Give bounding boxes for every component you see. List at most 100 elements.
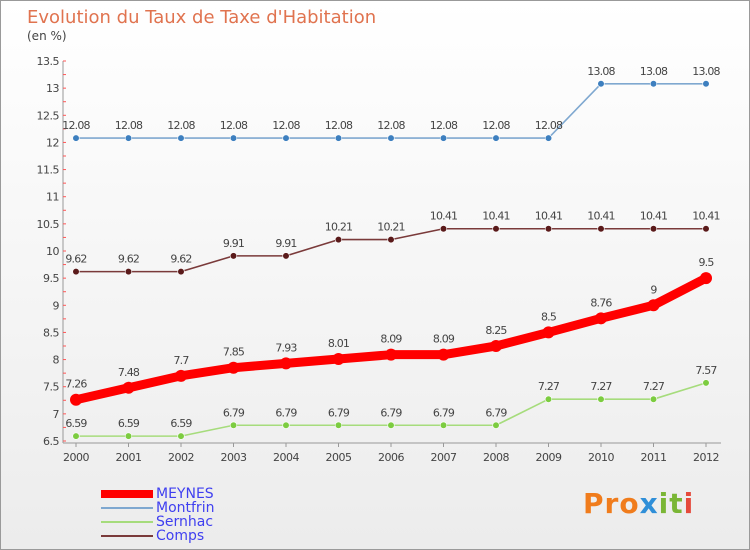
data-point <box>387 134 395 142</box>
data-point <box>124 432 133 440</box>
data-point <box>282 134 290 142</box>
data-label: 9.91 <box>275 237 296 250</box>
data-label: 8.5 <box>541 310 557 323</box>
data-label: 7.57 <box>695 364 717 377</box>
data-label: 6.79 <box>328 406 350 419</box>
data-point <box>124 268 133 276</box>
data-label: 8.09 <box>433 333 455 346</box>
data-label: 12.08 <box>482 119 510 132</box>
data-label: 9.5 <box>698 256 714 269</box>
y-tick-label: 11 <box>46 191 59 204</box>
data-point <box>332 353 345 366</box>
data-point <box>229 421 238 429</box>
data-label: 9.91 <box>223 237 244 250</box>
data-label: 8.09 <box>380 333 402 346</box>
x-tick-label: 2012 <box>693 451 719 464</box>
legend-swatch-montfrin <box>101 507 153 509</box>
data-point <box>544 395 553 403</box>
data-point <box>702 225 710 233</box>
data-label: 6.59 <box>65 417 87 430</box>
y-tick-label: 7 <box>53 408 60 421</box>
data-point <box>229 134 238 142</box>
data-label: 6.79 <box>380 406 402 419</box>
data-label: 7.27 <box>643 380 665 393</box>
data-label: 10.21 <box>325 221 353 234</box>
data-point <box>282 252 290 260</box>
data-label: 9 <box>650 283 657 296</box>
data-label: 7.48 <box>118 366 140 379</box>
data-label: 8.25 <box>485 324 507 337</box>
legend-label: MEYNES <box>156 486 214 502</box>
data-point <box>227 361 240 374</box>
data-label: 6.59 <box>118 417 140 430</box>
y-tick-label: 13.5 <box>37 55 60 68</box>
data-label: 9.62 <box>118 253 139 266</box>
y-tick-label: 9 <box>53 299 60 312</box>
data-point <box>437 348 450 361</box>
y-tick-label: 7.5 <box>43 381 59 394</box>
y-tick-label: 11.5 <box>37 164 60 177</box>
data-point <box>282 421 290 429</box>
data-point <box>334 421 343 429</box>
x-tick-label: 2001 <box>116 451 142 464</box>
data-point <box>334 134 343 142</box>
x-tick-label: 2011 <box>641 451 667 464</box>
data-label: 7.85 <box>223 346 245 359</box>
data-point <box>177 134 185 142</box>
x-tick-label: 2008 <box>483 451 509 464</box>
data-label: 12.08 <box>430 119 458 132</box>
data-point <box>439 421 448 429</box>
data-label: 10.41 <box>640 210 668 223</box>
x-tick-label: 2009 <box>536 451 562 464</box>
data-point <box>490 340 502 352</box>
y-tick-label: 10 <box>46 245 59 258</box>
data-label: 13.08 <box>640 65 668 78</box>
data-label: 12.08 <box>325 119 353 132</box>
data-point <box>124 134 133 142</box>
data-label: 12.08 <box>272 119 300 132</box>
x-tick-label: 2002 <box>168 451 194 464</box>
chart-subtitle: (en %) <box>27 29 67 43</box>
data-point <box>542 326 555 339</box>
data-point <box>229 252 238 260</box>
data-label: 7.26 <box>65 378 87 391</box>
data-point <box>72 432 80 440</box>
legend-label: Sernhac <box>156 514 214 530</box>
data-label: 9.62 <box>170 253 191 266</box>
data-label: 6.79 <box>485 406 507 419</box>
data-point <box>597 225 605 233</box>
y-tick-label: 10.5 <box>37 218 60 231</box>
data-label: 7.27 <box>538 380 560 393</box>
data-point <box>700 272 712 285</box>
x-tick-label: 2010 <box>588 451 614 464</box>
data-point <box>177 432 185 440</box>
data-label: 7.93 <box>275 341 297 354</box>
data-label: 12.08 <box>535 119 563 132</box>
x-tick-label: 2004 <box>273 451 299 464</box>
data-point <box>492 225 500 233</box>
chart-title: Evolution du Taux de Taxe d'Habitation <box>27 7 377 28</box>
data-label: 8.01 <box>328 337 349 350</box>
x-tick-label: 2000 <box>63 451 89 464</box>
x-tick-label: 2006 <box>378 451 404 464</box>
data-label: 6.79 <box>433 406 455 419</box>
y-tick-label: 13 <box>46 82 59 95</box>
proxiti-logo: Proxiti <box>583 487 695 520</box>
y-tick-label: 12 <box>46 136 59 149</box>
data-point <box>387 421 395 429</box>
data-point <box>280 357 292 370</box>
data-point <box>439 134 448 142</box>
data-label: 12.08 <box>167 119 195 132</box>
data-label: 13.08 <box>692 65 720 78</box>
y-tick-label: 8 <box>53 354 60 367</box>
data-point <box>702 80 710 88</box>
data-point <box>385 348 397 361</box>
data-point <box>387 236 395 244</box>
data-point <box>439 225 448 233</box>
data-point <box>72 268 80 276</box>
data-point <box>492 421 500 429</box>
x-tick-label: 2005 <box>326 451 352 464</box>
legend-label: Montfrin <box>156 500 215 516</box>
data-point <box>72 134 80 142</box>
